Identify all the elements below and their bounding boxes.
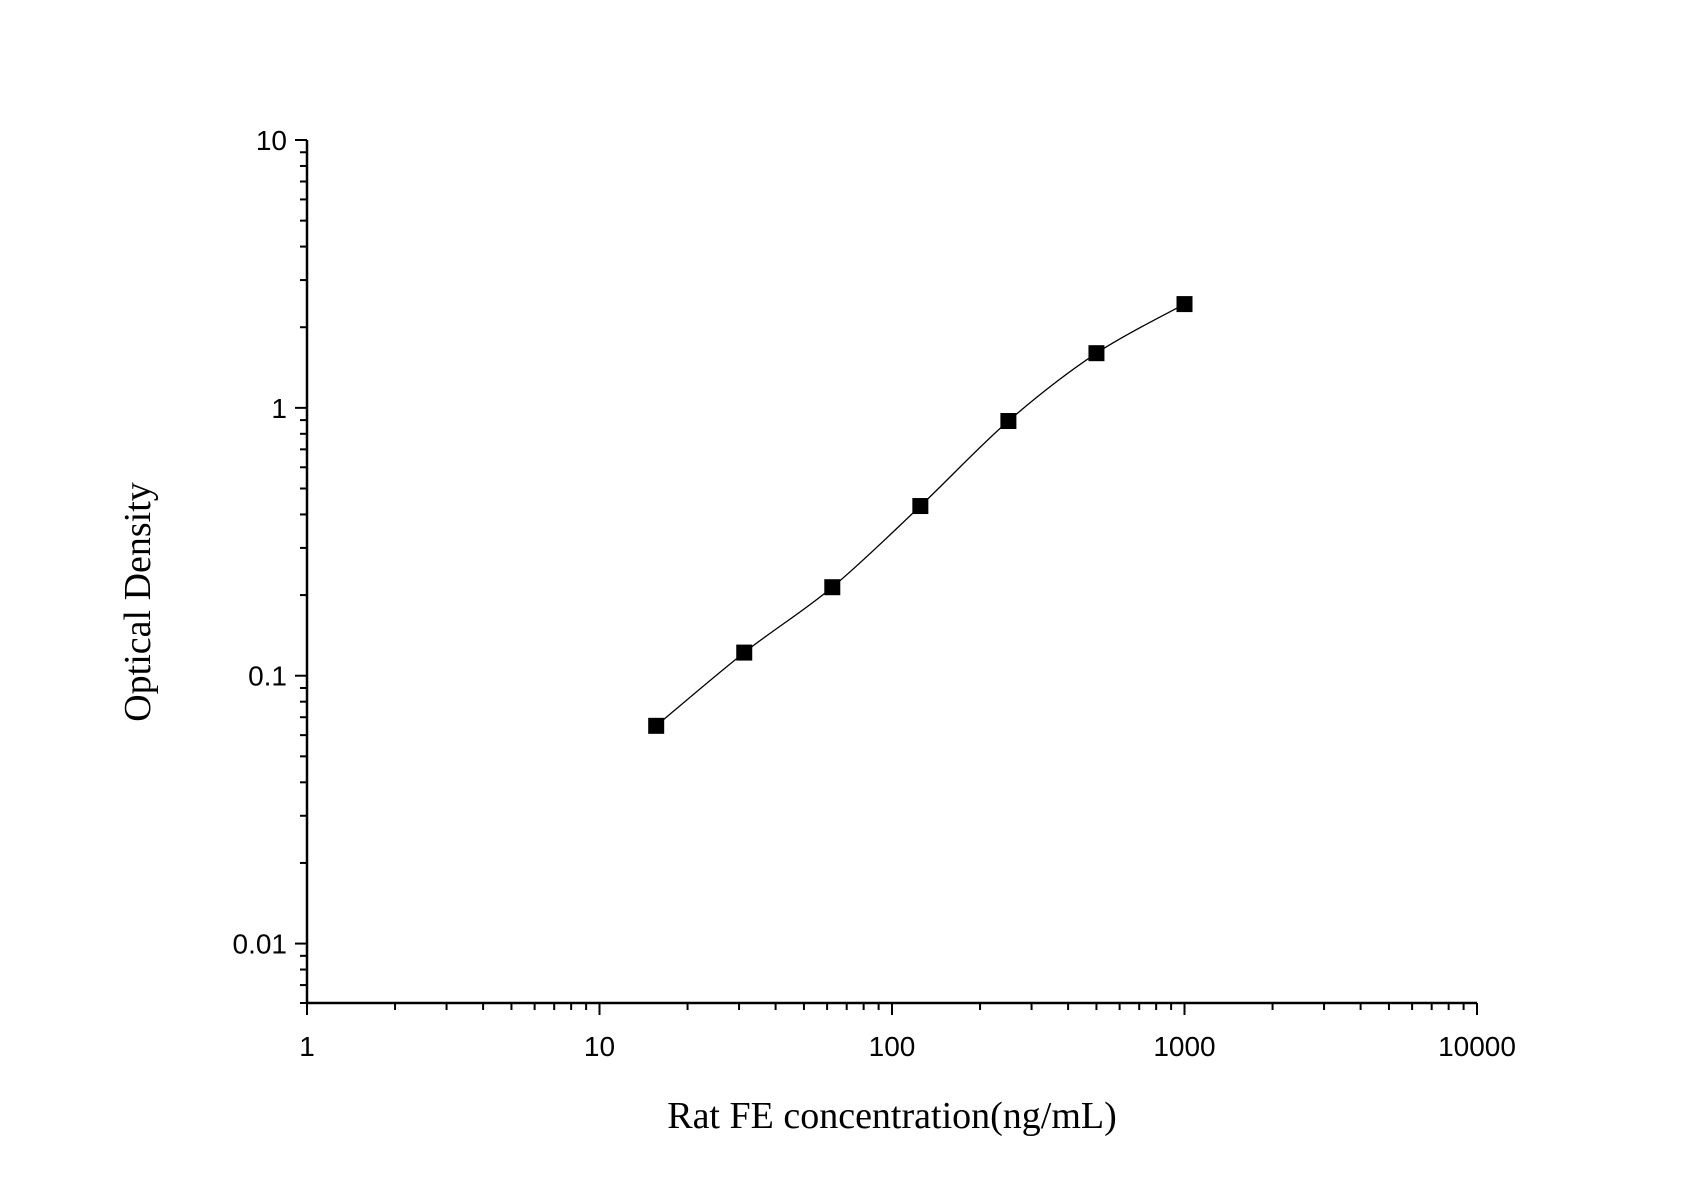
data-point (1088, 345, 1105, 362)
y-tick-label: 0.1 (248, 661, 287, 692)
x-tick-label: 10 (584, 1031, 615, 1062)
data-point (1000, 413, 1017, 430)
data-point (912, 498, 929, 515)
x-axis-title: Rat FE concentration(ng/mL) (667, 1095, 1117, 1137)
fit-curve (655, 303, 1185, 727)
data-points (648, 296, 1193, 734)
x-tick-label: 1000 (1153, 1031, 1215, 1062)
y-tick-label: 1 (271, 393, 287, 424)
data-point (1176, 296, 1193, 313)
y-axis-title: Optical Density (117, 482, 159, 722)
data-point (824, 579, 841, 596)
x-tick-label: 1 (299, 1031, 315, 1062)
axes: 1 10 100 1000 10000 0.01 0.1 1 10 (233, 125, 1516, 1062)
y-tick-label: 0.01 (233, 929, 288, 960)
data-point (648, 717, 665, 734)
x-tick-label: 10000 (1438, 1031, 1516, 1062)
fit-curve-group (655, 303, 1185, 727)
x-tick-label: 100 (869, 1031, 916, 1062)
y-tick-label: 10 (256, 125, 287, 156)
data-point (736, 644, 753, 661)
